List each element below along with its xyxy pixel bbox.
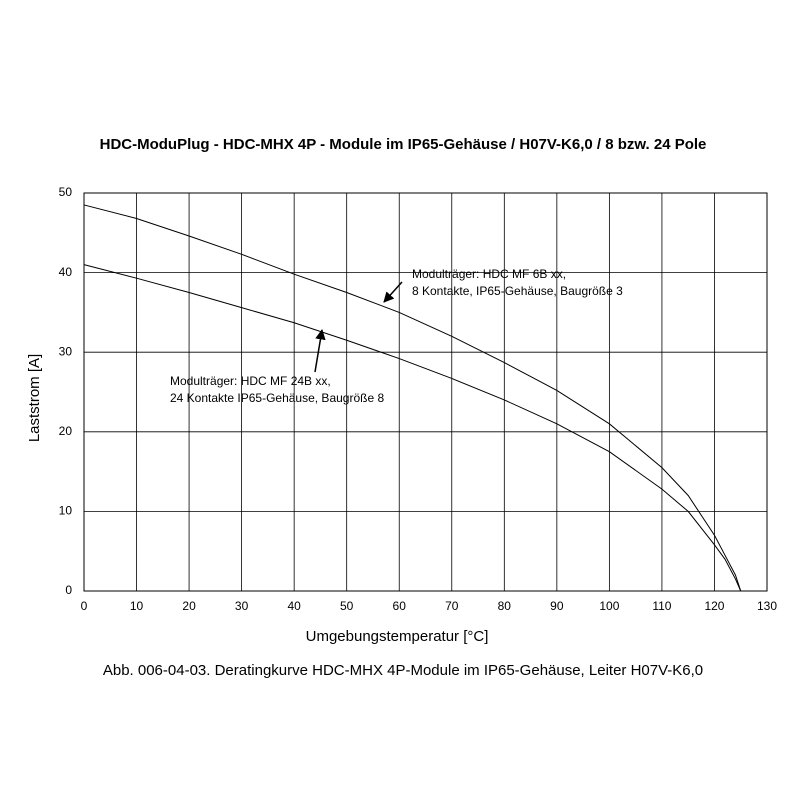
x-tick-label: 0	[81, 599, 88, 613]
y-tick-label: 20	[59, 424, 73, 438]
y-tick-label: 30	[59, 344, 73, 358]
y-axis-label: Laststrom [A]	[26, 354, 43, 442]
y-tick-label: 0	[65, 583, 72, 597]
annotation: 8 Kontakte, IP65-Gehäuse, Baugröße 3	[412, 284, 623, 298]
series-line	[83, 264, 742, 592]
y-tick-label: 50	[59, 185, 73, 199]
series-line	[83, 204, 742, 592]
x-tick-label: 110	[652, 599, 671, 613]
x-tick-label: 40	[287, 599, 301, 613]
annotation-arrow	[314, 328, 326, 373]
x-tick-label: 20	[182, 599, 196, 613]
x-tick-label: 120	[704, 599, 724, 613]
chart-title: HDC-ModuPlug - HDC-MHX 4P - Module im IP…	[100, 136, 707, 153]
x-tick-label: 80	[498, 599, 512, 613]
x-tick-label: 10	[130, 599, 144, 613]
x-tick-label: 60	[393, 599, 407, 613]
y-tick-label: 40	[59, 265, 73, 279]
x-tick-label: 100	[599, 599, 619, 613]
annotation: 24 Kontakte IP65-Gehäuse, Baugröße 8	[170, 391, 384, 405]
annotation: Modulträger: HDC MF 24B xx,	[170, 374, 331, 388]
x-tick-label: 70	[445, 599, 459, 613]
x-tick-label: 90	[550, 599, 564, 613]
x-axis-label: Umgebungstemperatur [°C]	[306, 628, 489, 645]
y-tick-label: 10	[59, 504, 73, 518]
caption: Abb. 006-04-03. Deratingkurve HDC-MHX 4P…	[103, 662, 703, 679]
x-tick-label: 30	[235, 599, 249, 613]
x-tick-label: 50	[340, 599, 354, 613]
annotation: Modulträger: HDC MF 6B xx,	[412, 267, 566, 281]
x-tick-label: 130	[757, 599, 777, 613]
